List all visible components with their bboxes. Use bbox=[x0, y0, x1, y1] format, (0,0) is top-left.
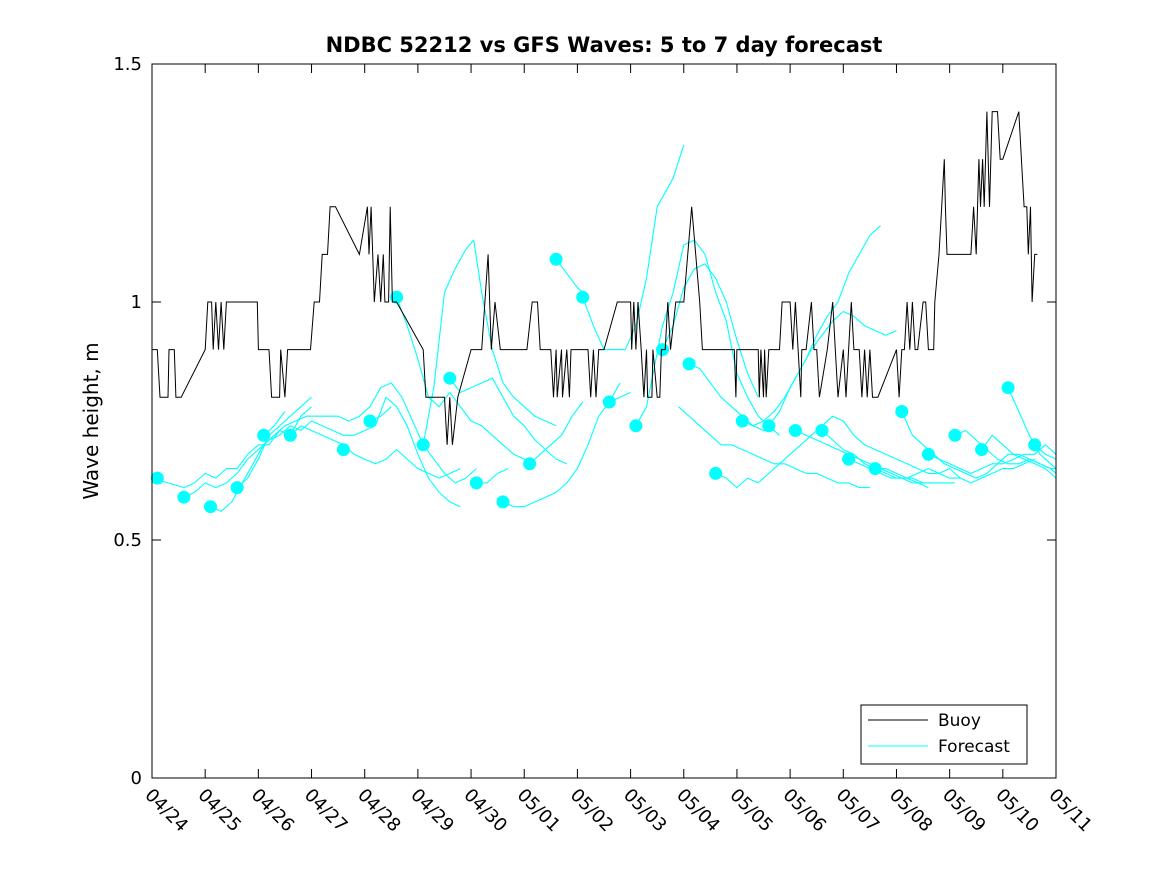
forecast-line bbox=[795, 429, 934, 484]
axes-box bbox=[151, 63, 1057, 779]
forecast-marker bbox=[416, 438, 430, 452]
forecast-line bbox=[151, 425, 461, 489]
legend-buoy-label: Buoy bbox=[938, 711, 981, 731]
forecast-marker bbox=[549, 252, 563, 266]
forecast-marker bbox=[895, 405, 909, 418]
forecast-marker bbox=[177, 490, 191, 504]
legend: Buoy Forecast bbox=[860, 704, 1028, 765]
forecast-line bbox=[928, 444, 1057, 474]
forecast-line bbox=[183, 396, 461, 508]
forecast-marker bbox=[443, 371, 457, 385]
forecast-line bbox=[848, 458, 955, 484]
forecast-marker bbox=[469, 476, 483, 490]
forecast-line bbox=[529, 401, 584, 465]
forecast-line bbox=[502, 382, 621, 508]
forecast-line bbox=[604, 144, 685, 351]
forecast-line bbox=[210, 382, 477, 512]
buoy-line bbox=[152, 111, 1038, 445]
forecast-marker bbox=[150, 471, 164, 485]
forecast-line bbox=[661, 263, 759, 398]
forecast-line bbox=[236, 396, 312, 489]
forecast-marker bbox=[815, 424, 829, 437]
buoy-series bbox=[152, 111, 1038, 445]
forecast-line bbox=[289, 406, 312, 436]
plot-background bbox=[152, 64, 1056, 778]
forecast-marker bbox=[921, 447, 935, 461]
forecast-line bbox=[678, 406, 870, 489]
forecast-line bbox=[875, 458, 1035, 484]
y-axis-label: Wave height, m bbox=[79, 342, 103, 499]
forecast-line bbox=[582, 297, 605, 350]
forecast-marker bbox=[363, 414, 377, 428]
forecast-line bbox=[635, 239, 780, 436]
forecast-marker bbox=[1028, 438, 1042, 452]
y-axis: 0 0.5 1 1.5 bbox=[113, 54, 1056, 789]
forecast-marker bbox=[496, 495, 510, 509]
forecast-line bbox=[422, 239, 557, 445]
forecast-marker bbox=[709, 466, 723, 480]
forecast-marker bbox=[602, 395, 616, 409]
forecast-marker bbox=[257, 428, 271, 442]
forecast-marker bbox=[788, 424, 802, 437]
forecast-line bbox=[954, 429, 1057, 474]
forecast-marker bbox=[682, 357, 696, 371]
forecast-line bbox=[715, 415, 961, 489]
y-tick-label: 1 bbox=[131, 292, 142, 313]
y-tick-label: 0.5 bbox=[113, 530, 142, 551]
chart-title: NDBC 52212 vs GFS Waves: 5 to 7 day fore… bbox=[326, 33, 883, 57]
forecast-marker bbox=[576, 290, 590, 304]
forecast-marker bbox=[204, 500, 217, 514]
forecast-marker bbox=[230, 481, 244, 495]
forecast-marker bbox=[868, 462, 882, 476]
y-tick-label: 1.5 bbox=[113, 54, 142, 75]
forecast-marker bbox=[1001, 381, 1015, 395]
forecast-line bbox=[768, 310, 897, 427]
forecast-line bbox=[688, 363, 775, 432]
forecast-line bbox=[742, 225, 881, 427]
forecast-marker bbox=[629, 419, 643, 433]
forecast-marker bbox=[283, 428, 297, 442]
forecast-marker bbox=[523, 457, 537, 471]
forecast-marker bbox=[762, 419, 776, 433]
forecast-marker bbox=[735, 414, 749, 428]
y-tick-label: 0 bbox=[131, 768, 142, 789]
forecast-series bbox=[151, 144, 1057, 512]
forecast-marker bbox=[390, 290, 404, 304]
legend-box bbox=[860, 704, 1028, 765]
forecast-marker bbox=[948, 428, 962, 442]
forecast-line bbox=[449, 377, 568, 465]
forecast-line bbox=[981, 434, 1057, 479]
forecast-marker bbox=[842, 452, 856, 466]
forecast-marker bbox=[975, 443, 989, 457]
forecast-marker bbox=[336, 443, 350, 457]
legend-forecast-label: Forecast bbox=[938, 737, 1010, 757]
forecast-line bbox=[396, 297, 536, 465]
